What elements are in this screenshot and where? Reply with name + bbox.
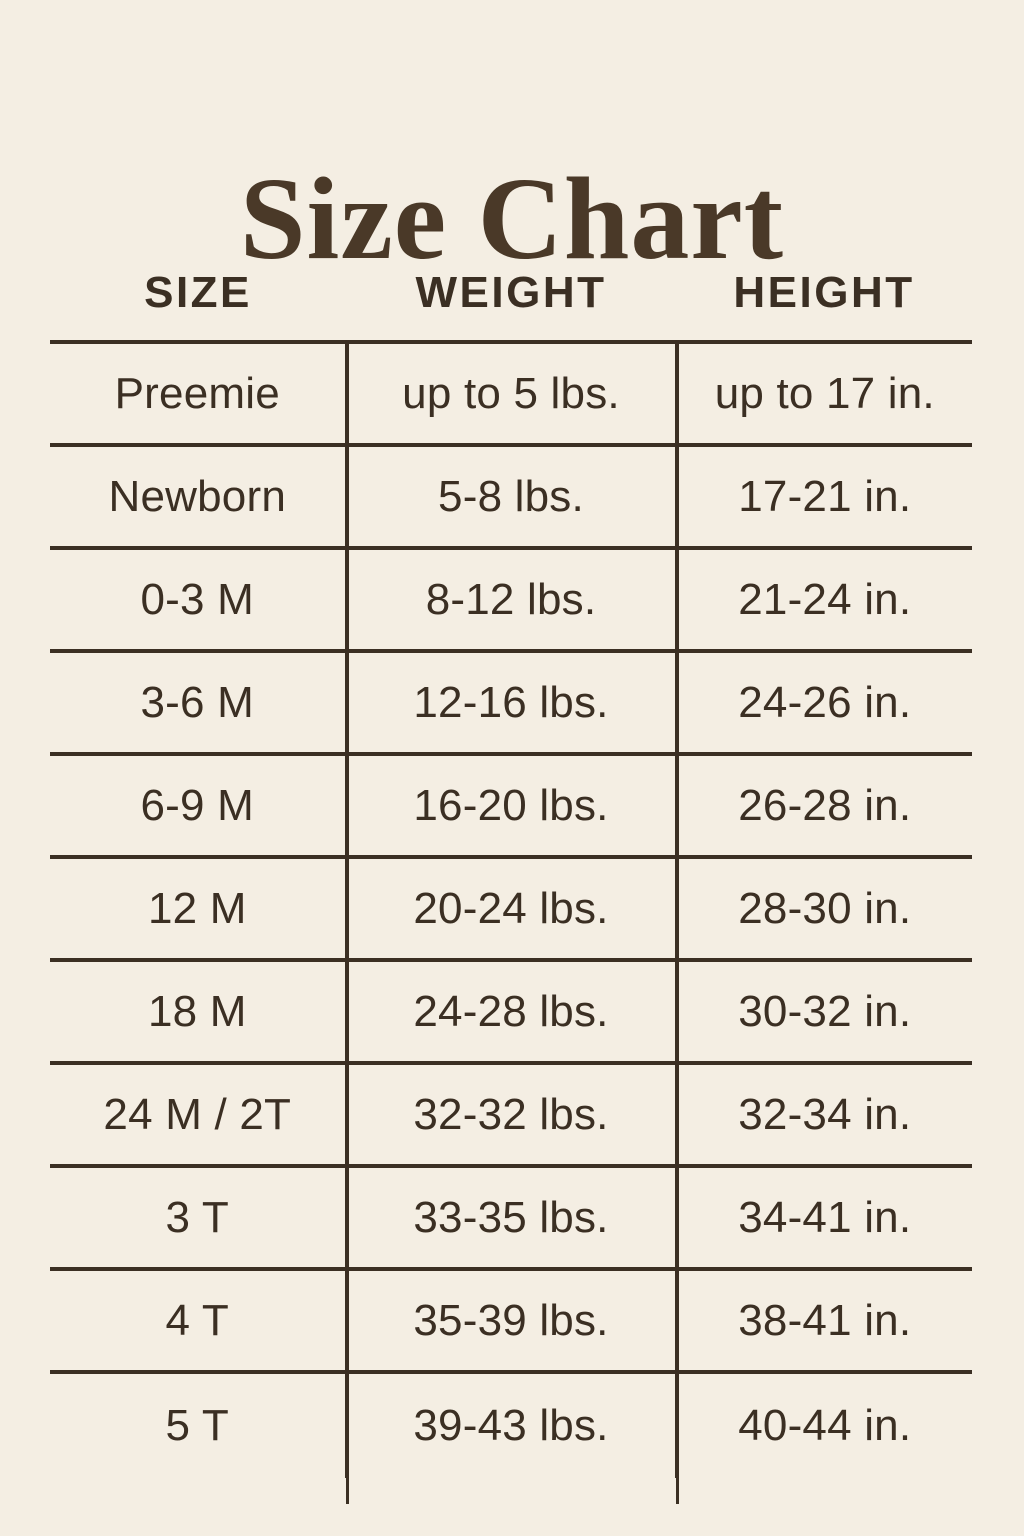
table-row: 0-3 M 8-12 lbs. 21-24 in. bbox=[50, 546, 972, 651]
table-row: Newborn 5-8 lbs. 17-21 in. bbox=[50, 443, 972, 548]
table-row: 6-9 M 16-20 lbs. 26-28 in. bbox=[50, 752, 972, 857]
cell-size: 3-6 M bbox=[50, 649, 346, 754]
cell-text-weight: 16-20 lbs. bbox=[413, 780, 609, 830]
cell-weight: 24-28 lbs. bbox=[344, 958, 676, 1063]
cell-text-size: 0-3 M bbox=[140, 574, 254, 624]
size-chart-table-container: SIZE WEIGHT HEIGHT Preemie up to 5 lbs. up… bbox=[50, 268, 972, 1504]
cell-text-height: 26-28 in. bbox=[738, 780, 912, 830]
table-body: Preemie up to 5 lbs. up to 17 in. Newborn 5-… bbox=[50, 340, 972, 1478]
column-divider-2 bbox=[676, 342, 679, 1504]
cell-weight: 32-32 lbs. bbox=[344, 1061, 676, 1166]
cell-weight: 8-12 lbs. bbox=[344, 546, 676, 651]
cell-text-height: up to 17 in. bbox=[714, 368, 935, 418]
cell-text-weight: up to 5 lbs. bbox=[402, 368, 620, 418]
cell-text-size: 6-9 M bbox=[140, 780, 254, 830]
cell-text-weight: 8-12 lbs. bbox=[425, 574, 597, 624]
cell-text-weight: 35-39 lbs. bbox=[413, 1295, 609, 1345]
table-header: SIZE WEIGHT HEIGHT bbox=[50, 268, 972, 342]
cell-size: 0-3 M bbox=[50, 546, 346, 651]
cell-text-weight: 12-16 lbs. bbox=[413, 677, 609, 727]
cell-text-weight: 24-28 lbs. bbox=[413, 986, 609, 1036]
cell-text-size: 3 T bbox=[165, 1192, 229, 1242]
cell-height: 34-41 in. bbox=[674, 1164, 972, 1269]
cell-height: 21-24 in. bbox=[674, 546, 972, 651]
cell-text-size: 3-6 M bbox=[140, 677, 254, 727]
column-header-size: SIZE bbox=[144, 268, 252, 317]
cell-height: 38-41 in. bbox=[674, 1267, 972, 1372]
cell-height: 32-34 in. bbox=[674, 1061, 972, 1166]
cell-text-height: 30-32 in. bbox=[738, 986, 912, 1036]
cell-text-weight: 20-24 lbs. bbox=[413, 883, 609, 933]
cell-text-height: 21-24 in. bbox=[738, 574, 912, 624]
column-divider-1 bbox=[346, 342, 349, 1504]
cell-size: Newborn bbox=[50, 443, 346, 548]
cell-weight: 39-43 lbs. bbox=[344, 1370, 676, 1478]
cell-text-size: 24 M / 2T bbox=[103, 1089, 292, 1139]
cell-size: 4 T bbox=[50, 1267, 346, 1372]
cell-text-height: 34-41 in. bbox=[738, 1192, 912, 1242]
cell-text-weight: 39-43 lbs. bbox=[413, 1401, 609, 1450]
column-header-weight: WEIGHT bbox=[415, 268, 607, 317]
cell-size: 6-9 M bbox=[50, 752, 346, 857]
page-title: Size Chart bbox=[239, 153, 785, 285]
table-row: 5 T 39-43 lbs. 40-44 in. bbox=[50, 1370, 972, 1478]
cell-height: 17-21 in. bbox=[674, 443, 972, 548]
cell-text-height: 38-41 in. bbox=[738, 1295, 912, 1345]
table-row: 24 M / 2T 32-32 lbs. 32-34 in. bbox=[50, 1061, 972, 1166]
cell-weight: 5-8 lbs. bbox=[344, 443, 676, 548]
cell-size: 18 M bbox=[50, 958, 346, 1063]
cell-weight: 16-20 lbs. bbox=[344, 752, 676, 857]
table-row: 12 M 20-24 lbs. 28-30 in. bbox=[50, 855, 972, 960]
cell-weight: 35-39 lbs. bbox=[344, 1267, 676, 1372]
header-row: SIZE WEIGHT HEIGHT bbox=[50, 268, 972, 342]
cell-height: 40-44 in. bbox=[674, 1370, 972, 1478]
table-row: 4 T 35-39 lbs. 38-41 in. bbox=[50, 1267, 972, 1372]
table-row: 3-6 M 12-16 lbs. 24-26 in. bbox=[50, 649, 972, 754]
cell-text-height: 40-44 in. bbox=[738, 1401, 912, 1450]
cell-height: 24-26 in. bbox=[674, 649, 972, 754]
cell-text-weight: 32-32 lbs. bbox=[413, 1089, 609, 1139]
cell-weight: 20-24 lbs. bbox=[344, 855, 676, 960]
cell-text-size: 12 M bbox=[147, 883, 247, 933]
cell-text-height: 24-26 in. bbox=[738, 677, 912, 727]
cell-text-size: 18 M bbox=[147, 986, 247, 1036]
cell-text-height: 32-34 in. bbox=[738, 1089, 912, 1139]
cell-weight: up to 5 lbs. bbox=[344, 340, 676, 445]
column-header-height: HEIGHT bbox=[733, 268, 915, 317]
table-row: Preemie up to 5 lbs. up to 17 in. bbox=[50, 340, 972, 445]
table-row: 3 T 33-35 lbs. 34-41 in. bbox=[50, 1164, 972, 1269]
cell-text-weight: 5-8 lbs. bbox=[438, 471, 584, 521]
cell-text-size: 4 T bbox=[165, 1295, 229, 1345]
cell-text-size: Preemie bbox=[114, 368, 280, 418]
cell-size: 24 M / 2T bbox=[50, 1061, 346, 1166]
cell-size: 3 T bbox=[50, 1164, 346, 1269]
cell-text-height: 28-30 in. bbox=[738, 883, 912, 933]
size-chart-table: SIZE WEIGHT HEIGHT Preemie up to 5 lbs. up… bbox=[50, 268, 972, 1478]
cell-weight: 33-35 lbs. bbox=[344, 1164, 676, 1269]
cell-text-size: 5 T bbox=[165, 1401, 229, 1450]
cell-height: 28-30 in. bbox=[674, 855, 972, 960]
table-row: 18 M 24-28 lbs. 30-32 in. bbox=[50, 958, 972, 1063]
cell-height: up to 17 in. bbox=[674, 340, 972, 445]
cell-text-height: 17-21 in. bbox=[738, 471, 912, 521]
cell-size: Preemie bbox=[50, 340, 346, 445]
cell-text-size: Newborn bbox=[108, 471, 286, 521]
cell-height: 26-28 in. bbox=[674, 752, 972, 857]
cell-size: 5 T bbox=[50, 1370, 346, 1478]
cell-size: 12 M bbox=[50, 855, 346, 960]
cell-height: 30-32 in. bbox=[674, 958, 972, 1063]
cell-text-weight: 33-35 lbs. bbox=[413, 1192, 609, 1242]
cell-weight: 12-16 lbs. bbox=[344, 649, 676, 754]
